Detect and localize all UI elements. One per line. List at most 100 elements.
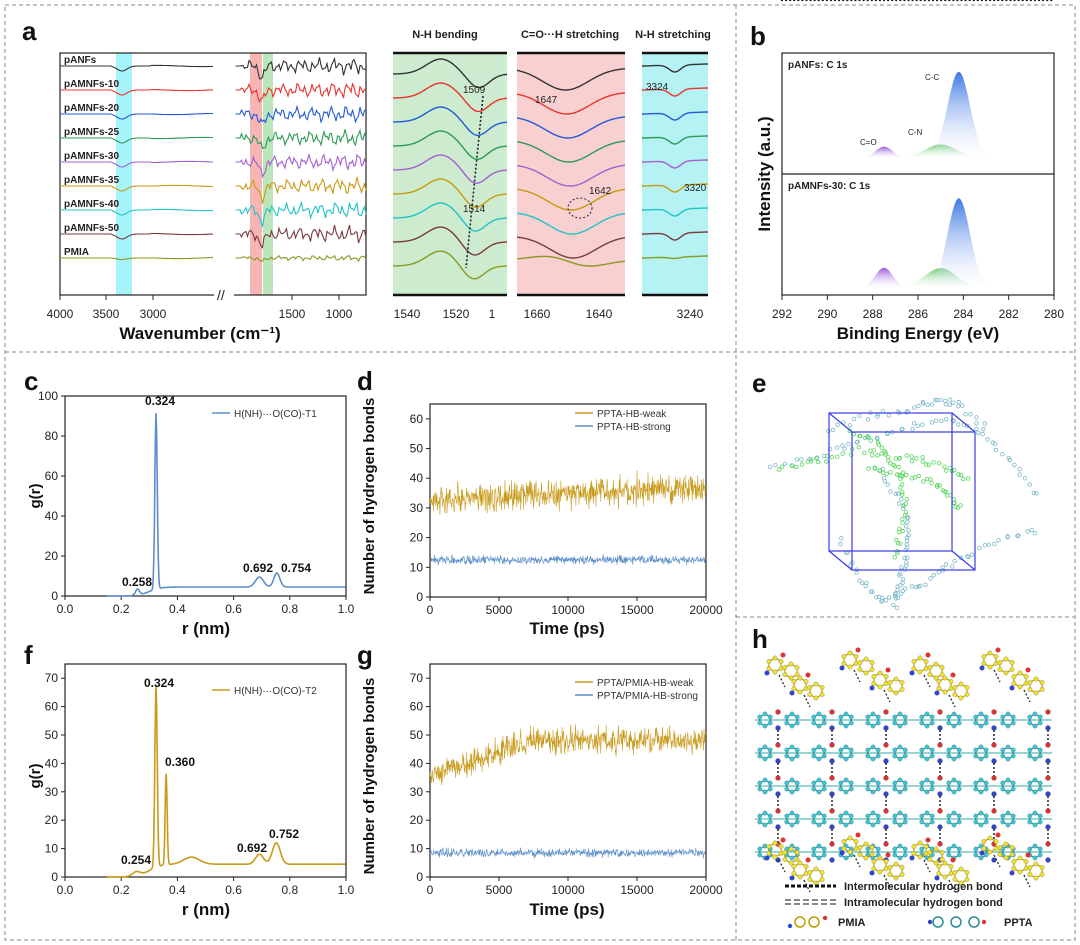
chain-atom <box>870 589 875 594</box>
atom <box>951 777 957 783</box>
atom <box>973 819 979 825</box>
atom <box>978 723 984 729</box>
atom <box>789 822 795 828</box>
atom <box>973 813 979 819</box>
atom <box>875 846 881 852</box>
atom <box>870 822 876 828</box>
xps-data-point <box>870 0 873 2</box>
chain-atom <box>875 440 881 445</box>
atom <box>1033 875 1039 881</box>
atom <box>919 780 925 786</box>
atom <box>1039 872 1045 877</box>
co-trace <box>516 164 626 187</box>
co-trace <box>516 236 626 259</box>
chain-atom <box>859 580 865 586</box>
atom <box>1000 753 1006 759</box>
chain-atom <box>910 426 915 432</box>
oxygen-atom <box>885 852 891 858</box>
oxygen-atom <box>829 808 835 814</box>
chain-atom <box>912 405 917 410</box>
chain-atom <box>961 476 966 482</box>
chain-atom <box>921 479 926 484</box>
atom <box>887 865 893 870</box>
atom <box>811 813 817 819</box>
chain-atom <box>841 420 846 425</box>
atom <box>784 720 790 726</box>
atom <box>847 650 853 656</box>
chain-atom <box>876 442 881 447</box>
pmia-legend-ring <box>808 916 820 928</box>
xps-data-point <box>882 0 886 2</box>
atom <box>987 835 993 841</box>
oxygen-atom <box>883 808 889 814</box>
xps-data-point <box>899 0 902 2</box>
atom <box>813 866 819 872</box>
atom <box>897 777 903 783</box>
atom <box>951 822 957 828</box>
chain-atom <box>1027 482 1032 487</box>
nitrogen-atom <box>937 758 943 764</box>
xps-x-ticks: 292 290 288 286 284 282 280 <box>772 295 1064 321</box>
ftir-series-label: pAMNFs-25 <box>64 127 119 138</box>
atom <box>927 850 933 855</box>
xps-data-point <box>850 0 853 2</box>
atom <box>778 659 784 664</box>
atom <box>936 864 942 869</box>
atom <box>816 855 822 861</box>
xps-x-label: Binding Energy (eV) <box>837 324 999 343</box>
atom <box>1033 690 1039 696</box>
chain-atom <box>955 505 961 510</box>
chain-atom <box>959 555 964 561</box>
chain-atom <box>893 596 899 601</box>
atom <box>978 777 984 783</box>
atom <box>875 786 881 792</box>
hb-blend-legend1: PPTA/PMIA-HB-weak <box>597 678 694 689</box>
nitrogen-atom <box>869 870 875 876</box>
atom <box>1017 855 1023 861</box>
panel-label-b: b <box>750 21 766 51</box>
y-tick-label: 30 <box>410 501 424 515</box>
ftir-trace <box>60 104 367 124</box>
atom <box>892 780 898 786</box>
panel-label-d: d <box>357 366 373 396</box>
atom <box>1017 684 1023 690</box>
atom <box>865 720 871 726</box>
chain-atom <box>969 552 975 557</box>
chain-atom <box>956 422 961 427</box>
xps-data-point <box>923 0 926 2</box>
chain-atom <box>892 555 897 560</box>
atom <box>869 852 875 857</box>
chain-atom <box>854 570 859 575</box>
xps-data-point <box>976 0 979 2</box>
xps-data-point <box>813 0 816 2</box>
chain-atom <box>990 440 996 445</box>
atom <box>767 747 773 753</box>
chain-atom <box>789 463 795 468</box>
atom <box>993 654 999 659</box>
rdf-curve <box>107 685 346 878</box>
y-tick-label: 30 <box>45 785 59 799</box>
hb-ppta-legend1: PPTA-HB-weak <box>597 409 667 420</box>
atom <box>924 711 930 717</box>
x-tick-label: 0.6 <box>225 602 242 616</box>
atom <box>1037 714 1043 720</box>
chain-atom <box>909 584 915 589</box>
bending-trace <box>393 130 508 161</box>
xps-data-point <box>935 0 939 2</box>
ann-1642: 1642 <box>589 186 612 197</box>
plot-frame <box>64 663 347 878</box>
atom <box>870 756 876 762</box>
xps-data-point <box>907 0 910 2</box>
atom <box>978 744 984 750</box>
nitrogen-atom <box>991 758 997 764</box>
chain-atom <box>986 542 991 547</box>
nitrogen-atom <box>764 670 770 676</box>
atom <box>762 711 768 717</box>
chain-atom <box>904 542 909 547</box>
atom <box>1037 780 1043 786</box>
chain-atom <box>855 439 860 444</box>
atom <box>1039 680 1045 685</box>
chain-atom <box>960 403 965 408</box>
chain-atom <box>992 541 997 547</box>
tick-1660: 1660 <box>524 307 551 321</box>
